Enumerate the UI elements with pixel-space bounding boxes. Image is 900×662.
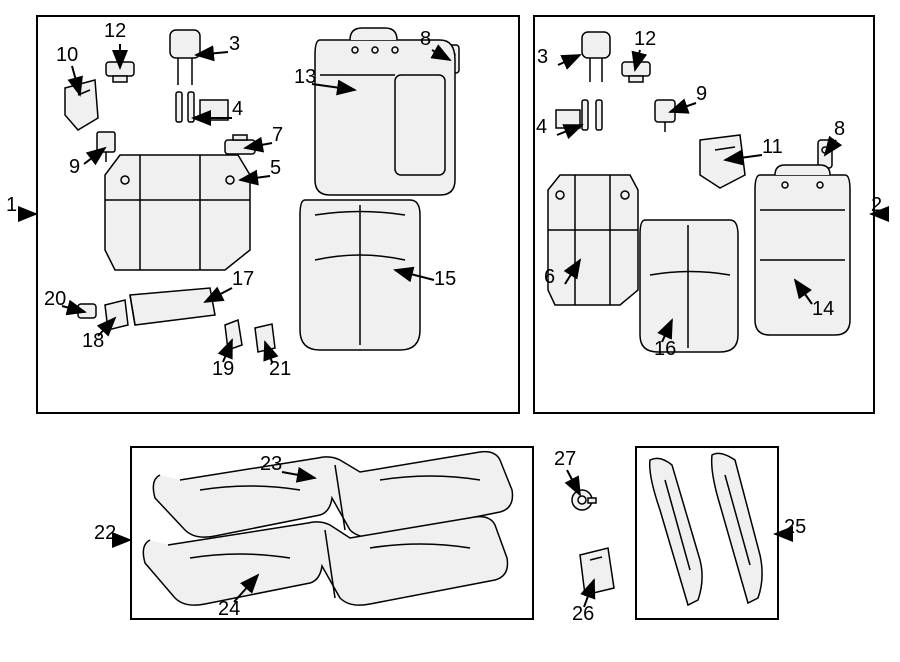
callout-label-8: 8	[834, 118, 845, 141]
callout-label-14: 14	[812, 298, 834, 321]
callout-label-17: 17	[232, 268, 254, 291]
callout-label-15: 15	[434, 268, 456, 291]
callout-label-7: 7	[272, 124, 283, 147]
part-9-right	[655, 100, 675, 132]
callout-label-13: 13	[294, 66, 316, 89]
part-7	[225, 135, 255, 154]
callout-label-23: 23	[260, 453, 282, 476]
callout-label-2: 2	[871, 194, 882, 217]
part-14	[755, 165, 850, 335]
part-10	[65, 80, 98, 130]
callout-arrow-9	[84, 148, 105, 164]
part-25	[650, 453, 762, 605]
part-11	[700, 135, 745, 188]
callout-label-1: 1	[6, 194, 17, 217]
callout-label-5: 5	[270, 157, 281, 180]
callout-label-3: 3	[537, 46, 548, 69]
part-16	[640, 220, 738, 352]
callout-label-22: 22	[94, 522, 116, 545]
part-5	[105, 155, 250, 270]
callout-arrow-3	[196, 52, 228, 55]
callout-label-25: 25	[784, 516, 806, 539]
callout-label-4: 4	[232, 98, 243, 121]
callout-label-8: 8	[420, 28, 431, 51]
part-9-left	[97, 132, 115, 162]
part-19	[225, 320, 242, 350]
part-15	[300, 200, 420, 350]
part-26	[580, 548, 614, 595]
parts-svg	[0, 0, 900, 662]
callout-label-18: 18	[82, 330, 104, 353]
part-27	[572, 490, 596, 510]
callout-label-11: 11	[762, 136, 783, 159]
callout-label-3: 3	[229, 33, 240, 56]
part-6	[548, 175, 638, 305]
callout-label-12: 12	[104, 20, 126, 43]
part-21	[255, 324, 275, 352]
callout-label-26: 26	[572, 603, 594, 626]
callout-label-20: 20	[44, 288, 66, 311]
part-3-right	[582, 32, 610, 82]
part-13	[315, 28, 455, 195]
callout-arrow-27	[567, 470, 580, 495]
callout-label-16: 16	[654, 338, 676, 361]
parts-diagram: 1233445678899101112121314151617181920212…	[0, 0, 900, 662]
callout-label-4: 4	[536, 116, 547, 139]
callout-label-9: 9	[69, 156, 80, 179]
callout-label-6: 6	[544, 266, 555, 289]
callout-arrow-3	[558, 55, 580, 65]
part-17	[130, 288, 215, 325]
callout-label-24: 24	[218, 598, 240, 621]
callout-label-10: 10	[56, 44, 78, 67]
callout-label-19: 19	[212, 358, 234, 381]
callout-label-21: 21	[269, 358, 291, 381]
callout-label-12: 12	[634, 28, 656, 51]
callout-label-9: 9	[696, 83, 707, 106]
callout-label-27: 27	[554, 448, 576, 471]
part-3-left	[170, 30, 200, 85]
